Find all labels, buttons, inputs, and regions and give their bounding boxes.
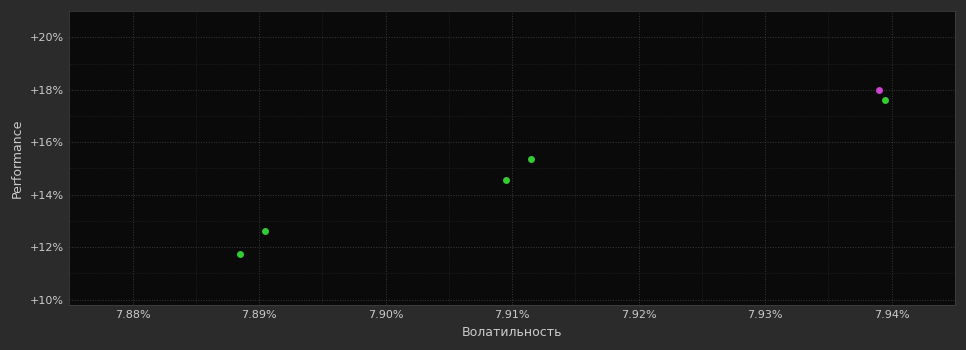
Y-axis label: Performance: Performance [12,118,24,198]
Point [871,87,887,92]
Point [233,251,248,257]
Point [524,156,539,162]
Point [877,97,893,103]
X-axis label: Волатильность: Волатильность [462,326,562,339]
Point [258,229,273,234]
Point [498,177,514,183]
